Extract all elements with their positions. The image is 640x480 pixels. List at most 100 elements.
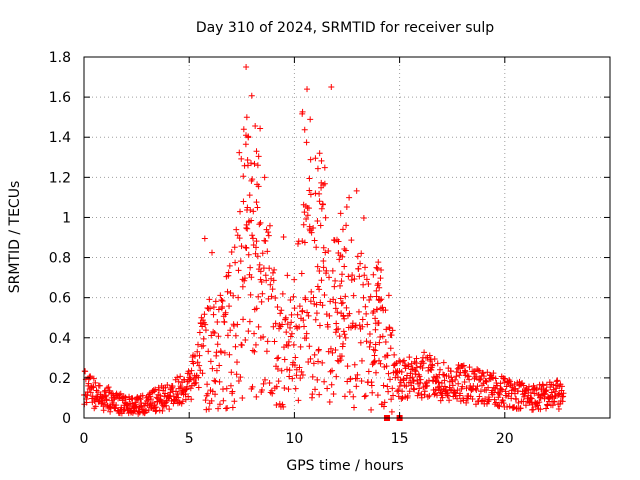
data-point xyxy=(310,225,317,232)
y-tick-label: 0.6 xyxy=(49,291,71,307)
data-point xyxy=(196,329,203,336)
data-point xyxy=(198,320,205,327)
data-point xyxy=(239,394,246,401)
chart-title: Day 310 of 2024, SRMTID for receiver sul… xyxy=(196,20,494,36)
data-point xyxy=(483,378,490,385)
data-point xyxy=(441,383,448,390)
data-point xyxy=(320,258,327,265)
data-point xyxy=(542,388,549,395)
data-point xyxy=(376,339,383,346)
data-point xyxy=(477,388,484,395)
data-point xyxy=(261,174,268,181)
data-point xyxy=(204,381,211,388)
data-point xyxy=(396,383,403,390)
data-point xyxy=(303,139,310,146)
data-point xyxy=(271,338,278,345)
data-point xyxy=(349,272,356,279)
data-point xyxy=(398,395,405,402)
data-point xyxy=(226,303,233,310)
data-point xyxy=(240,316,247,323)
data-point xyxy=(339,226,346,233)
data-point xyxy=(368,382,375,389)
data-point xyxy=(232,343,239,350)
data-point xyxy=(90,375,97,382)
data-point xyxy=(321,292,328,299)
y-tick-label: 1.8 xyxy=(49,50,71,66)
data-point xyxy=(289,375,296,382)
data-point xyxy=(314,165,321,172)
data-point xyxy=(549,402,556,409)
data-point xyxy=(345,273,352,280)
data-point xyxy=(129,395,136,402)
data-point xyxy=(287,297,294,304)
data-point xyxy=(336,256,343,263)
data-point xyxy=(306,226,313,233)
data-point xyxy=(120,407,127,414)
data-point xyxy=(406,388,413,395)
data-point xyxy=(447,367,454,374)
data-point xyxy=(367,293,374,300)
data-point xyxy=(229,388,236,395)
data-point xyxy=(408,360,415,367)
data-point xyxy=(313,244,320,251)
data-point xyxy=(113,402,120,409)
data-point xyxy=(254,204,261,211)
data-point xyxy=(307,116,314,123)
data-point xyxy=(215,405,222,412)
data-point xyxy=(238,155,245,162)
data-point xyxy=(204,390,211,397)
data-point xyxy=(459,363,466,370)
data-point xyxy=(299,307,306,314)
data-point xyxy=(258,278,265,285)
data-point xyxy=(262,376,269,383)
data-point xyxy=(263,277,270,284)
data-point xyxy=(208,332,215,339)
y-tick-label: 1 xyxy=(62,210,71,226)
data-point xyxy=(182,396,189,403)
data-point xyxy=(496,403,503,410)
data-point xyxy=(306,343,313,350)
data-point xyxy=(560,390,567,397)
data-point xyxy=(459,383,466,390)
data-point xyxy=(308,288,315,295)
data-point xyxy=(257,125,264,132)
y-axis-title: SRMTID / TECUs xyxy=(7,181,23,294)
data-point xyxy=(250,208,257,215)
data-point xyxy=(162,390,169,397)
data-point xyxy=(215,333,222,340)
data-point xyxy=(215,306,222,313)
data-point xyxy=(257,219,264,226)
data-point xyxy=(237,208,244,215)
data-point xyxy=(316,391,323,398)
data-point xyxy=(201,235,208,242)
data-point xyxy=(469,396,476,403)
data-point xyxy=(174,374,181,381)
data-point xyxy=(363,310,370,317)
data-point xyxy=(247,264,254,271)
data-point xyxy=(332,277,339,284)
y-tick-label: 1.2 xyxy=(49,170,71,186)
data-point xyxy=(258,387,265,394)
data-point xyxy=(212,298,219,305)
data-point xyxy=(383,326,390,333)
data-point xyxy=(274,303,281,310)
data-point xyxy=(82,368,89,375)
data-point xyxy=(504,404,511,411)
data-point xyxy=(318,157,325,164)
data-point xyxy=(202,397,209,404)
y-tick-label: 1.4 xyxy=(49,130,71,146)
data-point xyxy=(400,375,407,382)
data-point xyxy=(143,407,150,414)
data-point xyxy=(314,376,321,383)
data-point xyxy=(194,359,201,366)
data-point xyxy=(129,400,136,407)
data-point xyxy=(308,229,315,236)
data-point xyxy=(210,304,217,311)
data-point xyxy=(476,393,483,400)
data-point xyxy=(399,388,406,395)
data-point xyxy=(279,290,286,297)
data-point xyxy=(372,315,379,322)
data-point xyxy=(175,394,182,401)
data-point xyxy=(321,378,328,385)
data-point xyxy=(234,321,241,328)
